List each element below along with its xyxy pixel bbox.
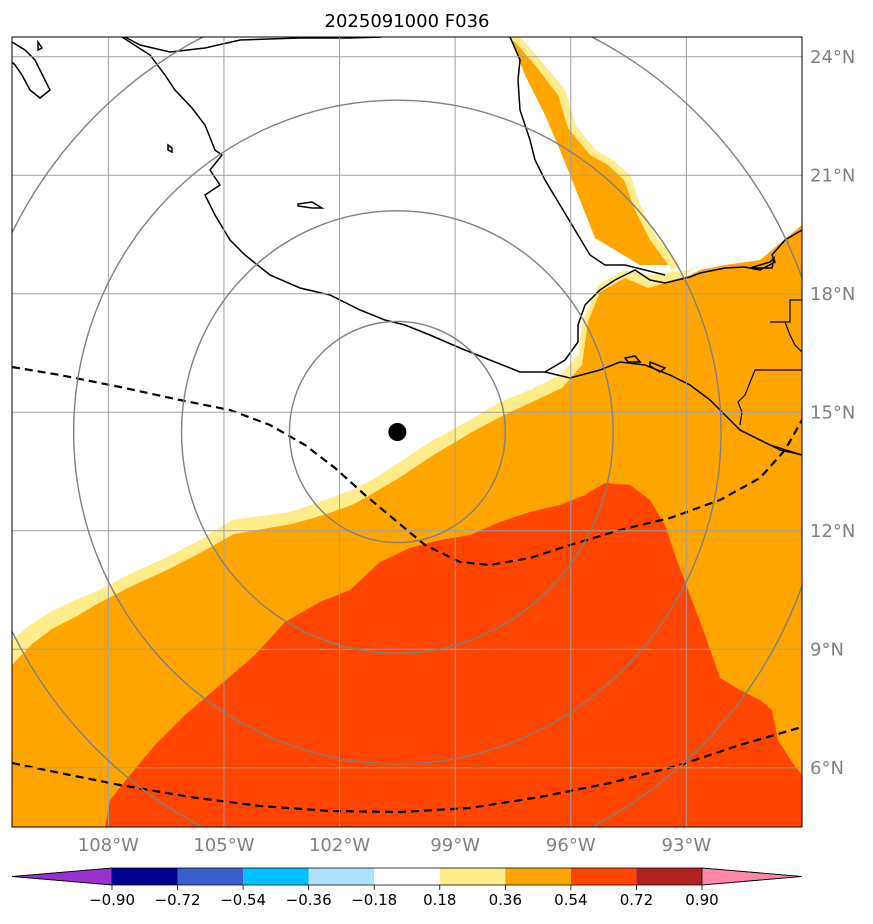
lat-tick-label-4: 12°N <box>810 521 855 542</box>
island-6 <box>749 255 776 269</box>
lat-tick-label-5: 9°N <box>810 639 844 660</box>
coastlines <box>12 37 802 456</box>
island-1 <box>167 143 173 154</box>
island-5 <box>649 360 667 373</box>
colorbar-segment-6 <box>505 868 571 885</box>
storm-center-marker <box>388 423 407 441</box>
latitude-labels: 24°N 21°N 18°N 15°N 12°N 9°N 6°N <box>810 47 855 779</box>
coastline-northwest <box>124 37 383 53</box>
dashed-contours <box>12 365 802 814</box>
island-3 <box>37 39 44 52</box>
lat-tick-label-0: 24°N <box>810 47 855 68</box>
lat-tick-label-6: 6°N <box>810 758 844 779</box>
colorbar-label-0: −0.90 <box>89 891 135 909</box>
colorbar-label-2: −0.54 <box>220 891 266 909</box>
colorbar-segment-1 <box>177 868 244 885</box>
colorbar-label-4: −0.18 <box>351 891 397 909</box>
lat-tick-label-1: 21°N <box>810 165 855 186</box>
gridlines <box>12 37 802 827</box>
colorbar-label-7: 0.54 <box>554 891 587 909</box>
colorbar-segment-0 <box>112 868 178 885</box>
colorbar-segment-2 <box>243 868 309 885</box>
coastline-gulf <box>509 37 666 276</box>
contour-north <box>12 365 802 567</box>
lon-tick-label-0: 108°W <box>78 835 139 856</box>
coastline-baja-tip <box>12 41 51 99</box>
colorbar-over-arrow <box>701 867 803 886</box>
lat-tick-label-3: 15°N <box>810 402 855 423</box>
island-2 <box>297 201 325 209</box>
colorbar-segment-8 <box>636 868 702 885</box>
island-4 <box>623 355 642 363</box>
lon-tick-label-1: 105°W <box>193 835 254 856</box>
colorbar-segment-5 <box>439 868 506 885</box>
map-title: 2025091000 F036 <box>325 11 490 32</box>
colorbar-label-3: −0.36 <box>286 891 332 909</box>
colorbar-segment-3 <box>308 868 375 885</box>
border-east <box>737 299 802 456</box>
range-rings <box>12 37 802 827</box>
map-frame <box>11 36 803 828</box>
lon-tick-label-5: 93°W <box>662 835 712 856</box>
lon-tick-label-3: 99°W <box>430 835 480 856</box>
field-yellow-fringe-north <box>505 37 680 270</box>
range-ring-0 <box>288 320 506 544</box>
range-ring-1 <box>180 210 614 654</box>
contour-south <box>12 725 802 814</box>
lon-tick-label-2: 102°W <box>309 835 370 856</box>
colorbar-label-8: 0.72 <box>620 891 653 909</box>
longitude-labels: 108°W 105°W 102°W 99°W 96°W 93°W <box>78 835 712 856</box>
colorbar-segment-7 <box>570 868 637 885</box>
colorbar-label-9: 0.90 <box>685 891 718 909</box>
coastline-mexico-pacific <box>121 37 802 373</box>
colorbar-segment-4 <box>374 868 440 885</box>
colorbar: −0.90 −0.72 −0.54 −0.36 −0.18 0.18 0.36 0.54 0.7… <box>11 867 803 909</box>
range-ring-2 <box>72 99 722 765</box>
colorbar-label-5: 0.18 <box>423 891 456 909</box>
colorbar-label-1: −0.72 <box>155 891 201 909</box>
colorbar-label-6: 0.36 <box>489 891 522 909</box>
lat-tick-label-2: 18°N <box>810 284 855 305</box>
map-panel <box>12 37 802 827</box>
colorbar-under-arrow <box>11 867 113 886</box>
lon-tick-label-4: 96°W <box>546 835 596 856</box>
